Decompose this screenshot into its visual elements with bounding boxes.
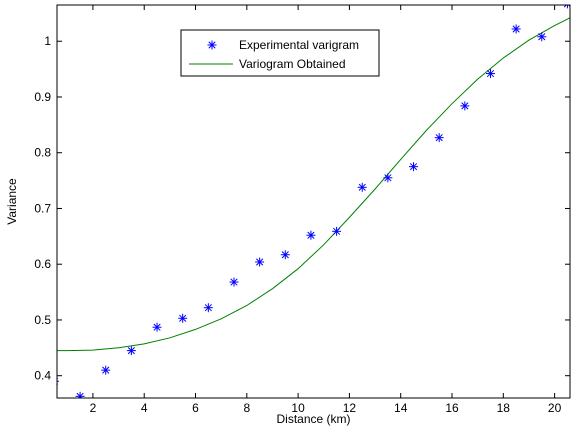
y-tick-label: 0.5 [34, 313, 51, 327]
data-point [101, 365, 111, 375]
y-tick-label: 0.7 [34, 201, 51, 215]
data-point [357, 182, 367, 192]
legend-marker-experimental [207, 40, 217, 50]
data-point [306, 230, 316, 240]
x-ticks: 2 4 6 8 10 12 14 16 18 20 [90, 5, 562, 415]
experimental-markers-layer [57, 5, 570, 398]
data-point [537, 32, 547, 42]
legend-asterisk [207, 40, 217, 50]
y-tick-label: 1 [44, 34, 51, 48]
fitted-curve-layer [57, 17, 570, 352]
fitted-variogram-line [57, 17, 570, 352]
data-point [203, 303, 213, 313]
plot-frame [56, 4, 571, 399]
legend: Experimental varigram Variogram Obtained [180, 29, 380, 77]
data-point [178, 313, 188, 323]
data-point [75, 391, 85, 398]
x-tick-label: 2 [90, 401, 97, 415]
data-point [332, 226, 342, 236]
x-tick-label: 8 [243, 401, 250, 415]
data-point [409, 162, 419, 172]
x-tick-label: 10 [291, 401, 305, 415]
data-point [280, 250, 290, 260]
y-tick-label: 0.9 [34, 90, 51, 104]
x-tick-label: 18 [497, 401, 511, 415]
y-tick-label: 0.8 [34, 146, 51, 160]
data-point [229, 277, 239, 287]
x-tick-label: 14 [394, 401, 408, 415]
y-axis-label: Variance [5, 178, 19, 225]
x-tick-label: 6 [192, 401, 199, 415]
x-tick-label: 4 [141, 401, 148, 415]
y-ticks: 0.4 0.5 0.6 0.7 0.8 0.9 1 [34, 34, 570, 383]
x-tick-label: 16 [445, 401, 459, 415]
data-point [383, 173, 393, 183]
legend-box [180, 29, 380, 77]
legend-label-obtained: Variogram Obtained [239, 57, 346, 71]
data-point [57, 377, 59, 385]
data-point [434, 133, 444, 143]
x-tick-label: 12 [343, 401, 357, 415]
y-tick-label: 0.4 [34, 369, 51, 383]
legend-label-experimental: Experimental varigram [239, 38, 359, 52]
data-point [485, 69, 495, 79]
x-axis-label: Distance (km) [276, 412, 350, 426]
x-tick-label: 20 [548, 401, 562, 415]
data-point [511, 24, 521, 34]
y-tick-label: 0.6 [34, 257, 51, 271]
data-point [460, 101, 470, 111]
data-point [255, 257, 265, 267]
data-point [126, 346, 136, 356]
data-point [152, 322, 162, 332]
data-point [563, 5, 570, 9]
